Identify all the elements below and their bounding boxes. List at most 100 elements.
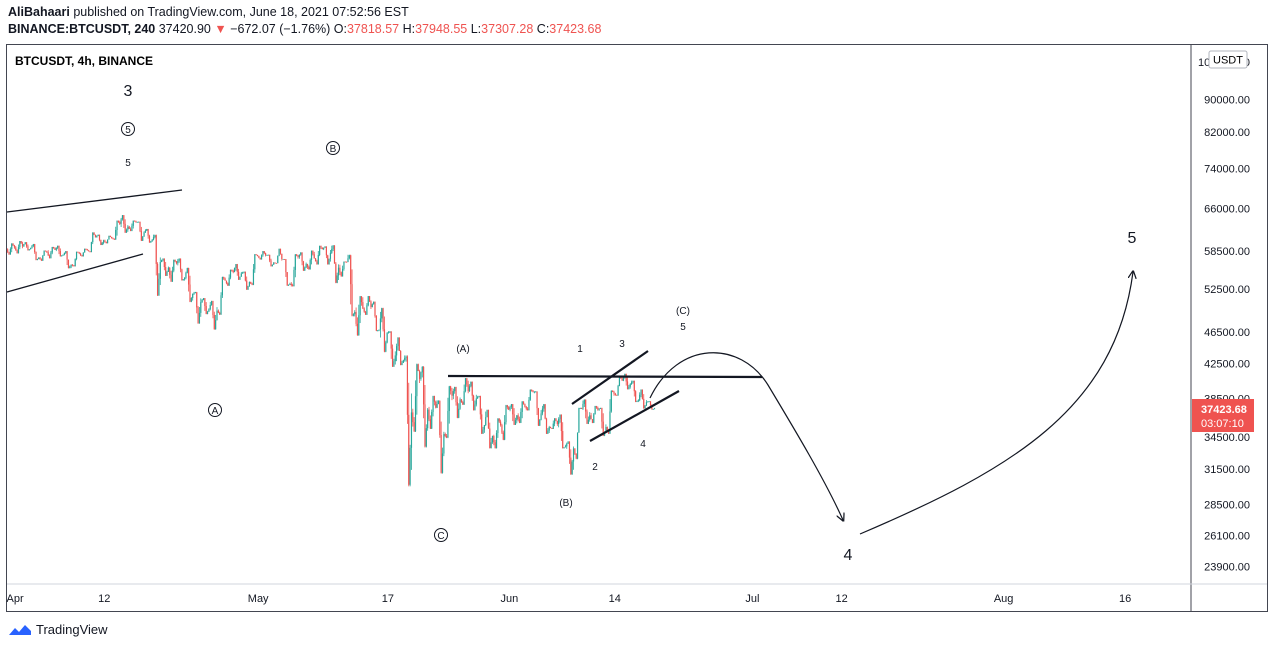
candle-down [390, 331, 392, 349]
candle-down [155, 235, 157, 264]
projection-arrows[interactable] [649, 272, 1133, 535]
price-axis[interactable]: 23900.00 26100.00 28500.00 31500.00 34500.00… [1198, 57, 1250, 573]
projection-arrow-down[interactable] [649, 352, 843, 520]
candle-up [431, 411, 433, 429]
circled-5-text: 5 [125, 125, 131, 136]
candle-up [177, 260, 179, 264]
candle-up [343, 261, 345, 269]
projection-arrow-up[interactable] [859, 272, 1133, 535]
price-tick-label: 34500.00 [1204, 432, 1250, 444]
candle-down [188, 268, 190, 285]
channel-lower-line[interactable] [589, 390, 680, 442]
candle-down [412, 412, 414, 423]
candle-down [487, 409, 490, 429]
wedge-lower-line[interactable] [6, 253, 144, 293]
candle-up [653, 408, 656, 410]
candle-up [464, 378, 467, 392]
candle-down [451, 390, 453, 396]
candle-down [259, 257, 261, 260]
candle-down [21, 243, 24, 247]
wave-label-5-major: 5 [1128, 230, 1137, 247]
candle-down [67, 259, 70, 269]
candle-up [293, 269, 295, 287]
wedge-upper-line[interactable] [6, 189, 183, 213]
candle-down [139, 221, 141, 232]
candle-up [475, 398, 477, 405]
chart-frame[interactable] [6, 44, 1268, 612]
candle-up [514, 420, 517, 425]
candle-up [70, 264, 72, 267]
candle-up [637, 400, 639, 402]
candle-up [483, 425, 485, 430]
candle-down [626, 381, 629, 390]
candle-up [425, 428, 427, 447]
candle-down [163, 258, 165, 268]
candle-down [123, 215, 125, 224]
candle-up [541, 408, 544, 414]
candle-down [100, 239, 102, 245]
time-axis[interactable]: Apr 12 May 17 Jun 14 Jul 12 Aug 16 [7, 593, 1132, 605]
price-tick-label: 26100.00 [1204, 530, 1250, 542]
candle-down [612, 390, 614, 393]
candle-down [556, 421, 558, 425]
footer-brand[interactable]: TradingView [8, 621, 108, 639]
candle-up [166, 271, 168, 276]
horizontal-resistance-line[interactable] [447, 374, 763, 379]
price-tick-label: 74000.00 [1204, 163, 1250, 175]
candle-up [436, 403, 438, 408]
candle-down [94, 234, 97, 238]
candle-up [520, 411, 522, 423]
candle-down [12, 243, 14, 246]
candle-down [98, 234, 101, 240]
candle-up [23, 244, 25, 247]
candle-up [260, 255, 263, 260]
candle-up [254, 254, 256, 270]
price-tick-label: 90000.00 [1204, 94, 1250, 106]
currency-box[interactable] [1208, 50, 1248, 69]
candle-up [630, 382, 633, 385]
channel-upper-line[interactable] [571, 350, 649, 405]
candle-down [281, 253, 283, 259]
low-value: 37307.28 [481, 22, 534, 36]
price-change: −672.07 (−1.76%) [230, 22, 331, 36]
candle-down [128, 226, 130, 229]
candle-up [152, 237, 155, 240]
candle-down [308, 266, 310, 270]
candle-down [217, 310, 219, 313]
candle-up [138, 221, 140, 223]
candle-up [247, 285, 249, 290]
candle-up [486, 409, 488, 418]
candle-down [197, 307, 199, 324]
candle-up [589, 415, 591, 420]
candle-up [336, 275, 338, 283]
channel-drawings[interactable] [447, 350, 763, 442]
candle-up [402, 360, 404, 363]
candle-down [219, 312, 221, 315]
candle-down [522, 401, 525, 404]
wave-labels: 3 5 5 B A C (A) (B) (C) 5 1 2 3 4 4 5 [121, 83, 1137, 564]
high-value: 37948.55 [415, 22, 468, 36]
candle-up [194, 292, 196, 293]
candle-down [481, 414, 483, 434]
trendline-drawings[interactable] [6, 189, 183, 293]
candle-down [227, 283, 229, 286]
candle-up [548, 427, 550, 431]
candle-down [551, 428, 553, 429]
candle-up [389, 331, 391, 333]
price-tag-countdown: 03:07:10 [1201, 418, 1244, 430]
candle-up [82, 252, 84, 257]
author-name[interactable]: AliBahaari [8, 5, 70, 19]
candle-down [641, 389, 643, 399]
candle-down [79, 253, 82, 256]
candle-up [30, 248, 32, 250]
candle-up [178, 258, 180, 261]
time-tick-label: May [248, 593, 269, 605]
candle-up [504, 422, 506, 440]
candle-down [251, 283, 253, 285]
candle-down [450, 386, 452, 391]
candle-up [397, 337, 399, 347]
candle-down [581, 408, 583, 409]
candle-up [31, 245, 33, 249]
candle-down [189, 284, 191, 302]
